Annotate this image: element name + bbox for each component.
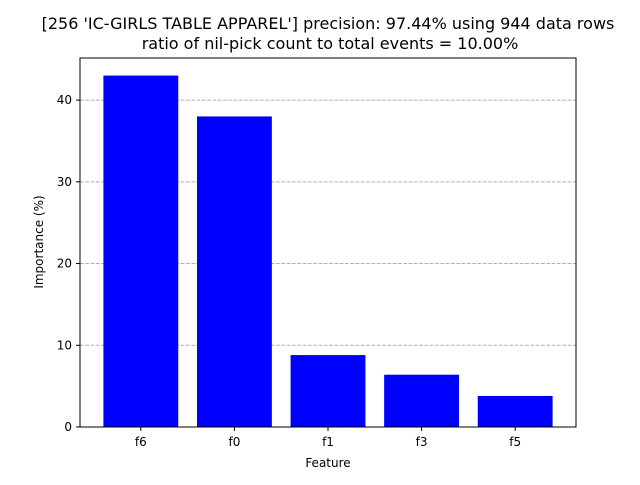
x-tick-label-f3: f3: [416, 435, 428, 449]
y-axis-label: Importance (%): [32, 195, 46, 288]
bar-f5: [477, 395, 553, 427]
bar-f3: [384, 374, 460, 427]
bar-f0: [196, 116, 272, 428]
y-tick-label: 0: [64, 420, 72, 434]
x-tick-label-f1: f1: [322, 435, 334, 449]
chart-title: [256 'IC-GIRLS TABLE APPAREL'] precision…: [42, 14, 615, 33]
x-tick-label-f0: f0: [228, 435, 240, 449]
bars: [103, 75, 553, 428]
x-tick-label-f5: f5: [509, 435, 521, 449]
bar-f1: [290, 355, 366, 427]
x-tick-label-f6: f6: [135, 435, 147, 449]
bar-f6: [103, 75, 179, 428]
y-tick-label: 30: [57, 175, 72, 189]
chart-subtitle: ratio of nil-pick count to total events …: [142, 34, 519, 53]
y-tick-label: 20: [57, 257, 72, 271]
x-axis-label: Feature: [305, 456, 350, 470]
y-tick-label: 40: [57, 93, 72, 107]
y-tick-label: 10: [57, 338, 72, 352]
x-axis-ticks: f6 f0 f1 f3 f5: [135, 427, 521, 449]
y-axis-ticks: 0 10 20 30 40: [57, 93, 80, 434]
